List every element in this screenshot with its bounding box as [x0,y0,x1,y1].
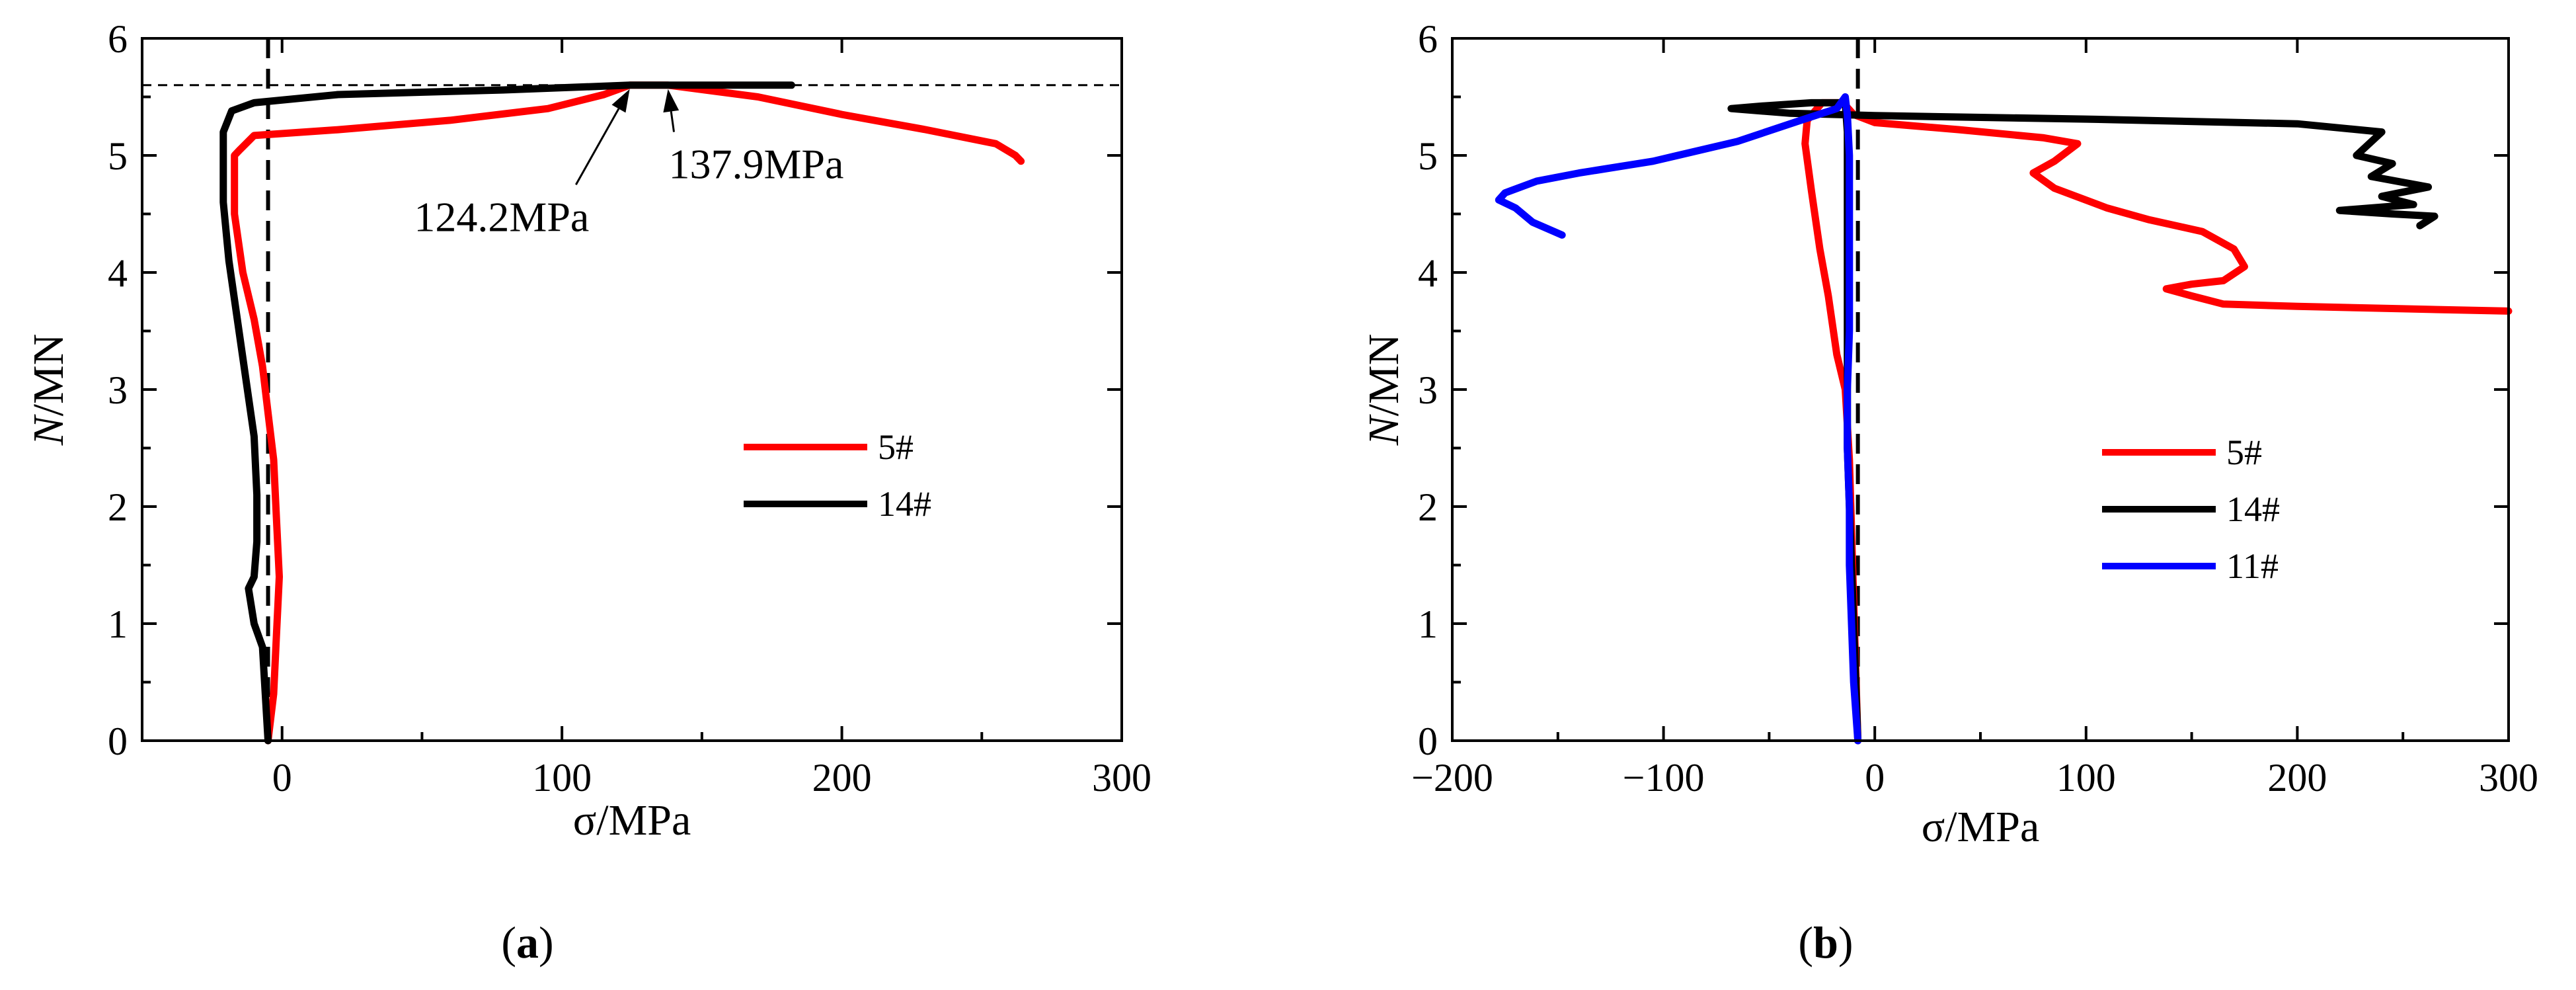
y-tick-label: 3 [108,368,128,412]
panel-label-open-a: ( [501,917,516,968]
x-tick-label: 100 [532,756,592,800]
legend-label-14: 14# [878,484,931,524]
annotation-arrowhead-124 [611,89,630,113]
x-tick-label: 100 [2056,756,2116,800]
x-axis-title-b: σ/MPa [1922,803,2040,851]
x-axis-title-a: σ/MPa [573,796,691,845]
panel-a: 0 100 200 300 0 1 2 3 4 5 6 σ/MPa N/MN 5# 14# 124.… [24,17,1151,968]
panel-b: −200 −100 0 100 200 300 0 1 2 3 4 5 6 σ/MPa N/MN 5# … [1360,17,2538,968]
x-tick-label: 0 [272,756,292,800]
y-axis-title-b: N/MN [1360,334,1408,446]
y-axis-title-rest-b: /MN [1360,334,1408,417]
annotations-a: 124.2MPa 137.9MPa [414,89,843,240]
y-tick-label: 1 [108,602,128,646]
plot-frame-b [1451,37,2510,742]
series-line-5 [1801,99,2513,745]
y-tick-label: 5 [1418,134,1438,178]
y-tick-label: 0 [1418,720,1438,763]
legend-label-14: 14# [2226,489,2280,529]
x-tick-label: 0 [1865,756,1885,800]
y-axis-title-italic-b: N [1360,413,1408,446]
plot-frame-a [141,37,1123,742]
series-layer-b [1495,93,2513,745]
y-tick-label: 2 [108,485,128,529]
x-tick-label: −200 [1411,756,1493,800]
legend-label-11: 11# [2226,546,2279,586]
panel-label-a: (a) [501,917,553,968]
annotation-arrowhead-137 [663,89,680,113]
y-axis-title-italic-a: N [24,413,73,446]
series-line-11 [1495,93,1862,745]
panel-label-open-b: ( [1798,917,1813,968]
annotation-label-124: 124.2MPa [414,193,589,240]
annotation-arrow-137 [670,111,676,132]
annotation-arrow-124 [575,108,620,185]
x-tick-label: −100 [1623,756,1705,800]
y-tick-label: 6 [108,17,128,61]
ticks-b: −200 −100 0 100 200 300 0 1 2 3 4 5 6 [1411,17,2538,800]
y-axis-title-a: N/MN [24,334,73,446]
x-tick-label: 200 [2267,756,2327,800]
y-tick-label: 0 [108,720,128,763]
y-tick-label: 4 [1418,251,1438,295]
panel-label-letter-a: a [516,917,539,968]
x-tick-label: 300 [2479,756,2538,800]
y-tick-label: 1 [1418,602,1438,646]
legend-label-5: 5# [878,427,914,467]
y-axis-title-rest-a: /MN [24,334,73,417]
ticks-a: 0 100 200 300 0 1 2 3 4 5 6 [108,17,1151,800]
annotation-label-137: 137.9MPa [669,141,844,188]
y-tick-label: 2 [1418,485,1438,529]
panel-label-close-b: ) [1838,917,1854,968]
panel-label-close-a: ) [539,917,554,968]
series-layer-a [219,81,1025,745]
y-tick-label: 5 [108,134,128,178]
series-line-5 [231,81,1025,745]
legend-label-5: 5# [2226,433,2262,472]
x-tick-label: 300 [1092,756,1151,800]
x-tick-label: 200 [812,756,872,800]
y-tick-label: 3 [1418,368,1438,412]
y-tick-label: 6 [1418,17,1438,61]
legend-a: 5# 14# [744,427,931,524]
panel-label-b: (b) [1798,917,1853,968]
y-tick-label: 4 [108,251,128,295]
legend-b: 5# 14# 11# [2102,433,2280,586]
series-line-14 [219,81,795,745]
reference-lines-a [142,38,1122,741]
panel-label-letter-b: b [1813,917,1838,968]
